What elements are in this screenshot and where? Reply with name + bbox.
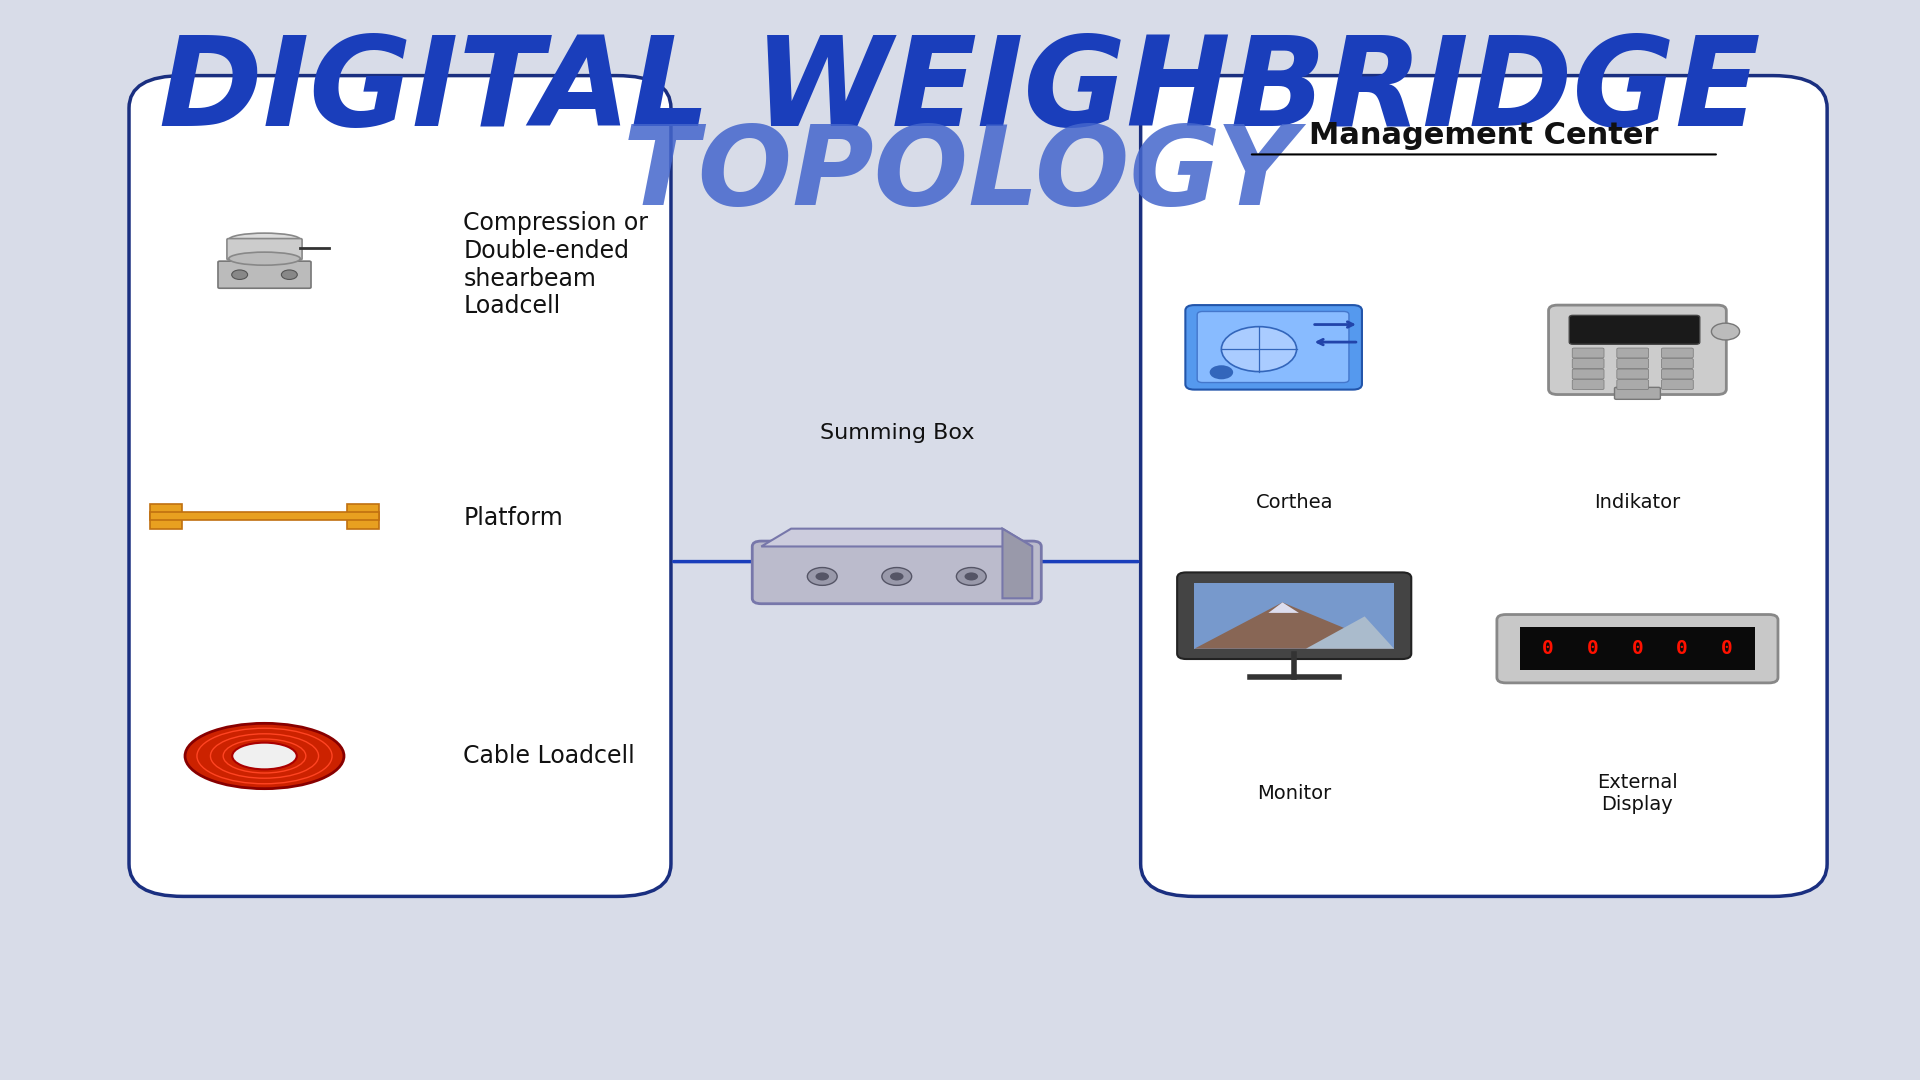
FancyBboxPatch shape — [1572, 369, 1603, 379]
Text: TOPOLOGY: TOPOLOGY — [622, 121, 1298, 229]
FancyBboxPatch shape — [1617, 379, 1649, 390]
Ellipse shape — [232, 743, 298, 769]
Bar — [1194, 583, 1394, 649]
Polygon shape — [762, 529, 1033, 546]
Ellipse shape — [184, 724, 344, 788]
Text: Corthea: Corthea — [1256, 492, 1332, 512]
Polygon shape — [1194, 603, 1394, 649]
FancyBboxPatch shape — [1617, 359, 1649, 368]
Text: 0: 0 — [1588, 639, 1599, 658]
Text: 0: 0 — [1632, 639, 1644, 658]
Circle shape — [282, 270, 298, 280]
Circle shape — [816, 572, 829, 581]
FancyBboxPatch shape — [1617, 348, 1649, 357]
Text: Compression or
Double-ended
shearbeam
Loadcell: Compression or Double-ended shearbeam Lo… — [463, 211, 649, 319]
Text: Summing Box: Summing Box — [820, 422, 973, 443]
Text: Indikator: Indikator — [1594, 492, 1680, 512]
FancyBboxPatch shape — [1661, 359, 1693, 368]
Circle shape — [964, 572, 977, 581]
Text: External
Display: External Display — [1597, 773, 1678, 814]
FancyBboxPatch shape — [1615, 388, 1661, 400]
Circle shape — [1210, 365, 1233, 379]
Polygon shape — [1002, 529, 1033, 598]
Text: 0: 0 — [1542, 639, 1553, 658]
FancyBboxPatch shape — [1549, 305, 1726, 394]
Text: DIGITAL WEIGHBRIDGE: DIGITAL WEIGHBRIDGE — [159, 31, 1761, 152]
Ellipse shape — [228, 252, 300, 266]
Text: 0: 0 — [1720, 639, 1732, 658]
Bar — [150, 504, 182, 529]
FancyBboxPatch shape — [1661, 379, 1693, 390]
Circle shape — [891, 572, 904, 581]
Text: Platform: Platform — [463, 507, 563, 530]
Bar — [1521, 626, 1755, 671]
FancyBboxPatch shape — [1198, 311, 1350, 382]
FancyBboxPatch shape — [1661, 369, 1693, 379]
Circle shape — [232, 270, 248, 280]
FancyBboxPatch shape — [227, 239, 301, 259]
FancyBboxPatch shape — [219, 261, 311, 288]
Bar — [348, 504, 378, 529]
Circle shape — [881, 568, 912, 585]
FancyBboxPatch shape — [1572, 348, 1603, 357]
FancyBboxPatch shape — [1617, 369, 1649, 379]
FancyBboxPatch shape — [1185, 305, 1361, 390]
FancyBboxPatch shape — [1569, 315, 1699, 345]
Text: 0: 0 — [1676, 639, 1688, 658]
Polygon shape — [1306, 617, 1394, 649]
FancyBboxPatch shape — [1140, 76, 1828, 896]
FancyBboxPatch shape — [1177, 572, 1411, 659]
Bar — [150, 512, 378, 519]
Text: Monitor: Monitor — [1258, 784, 1331, 804]
FancyBboxPatch shape — [1661, 348, 1693, 357]
Circle shape — [956, 568, 987, 585]
FancyBboxPatch shape — [129, 76, 670, 896]
Text: Management Center: Management Center — [1309, 121, 1659, 149]
Circle shape — [806, 568, 837, 585]
FancyBboxPatch shape — [1572, 359, 1603, 368]
FancyBboxPatch shape — [1572, 379, 1603, 390]
Circle shape — [1221, 326, 1296, 372]
Polygon shape — [1269, 603, 1300, 612]
FancyBboxPatch shape — [753, 541, 1041, 604]
FancyBboxPatch shape — [1498, 615, 1778, 683]
Ellipse shape — [228, 233, 300, 246]
Text: Cable Loadcell: Cable Loadcell — [463, 744, 636, 768]
Circle shape — [1711, 323, 1740, 340]
